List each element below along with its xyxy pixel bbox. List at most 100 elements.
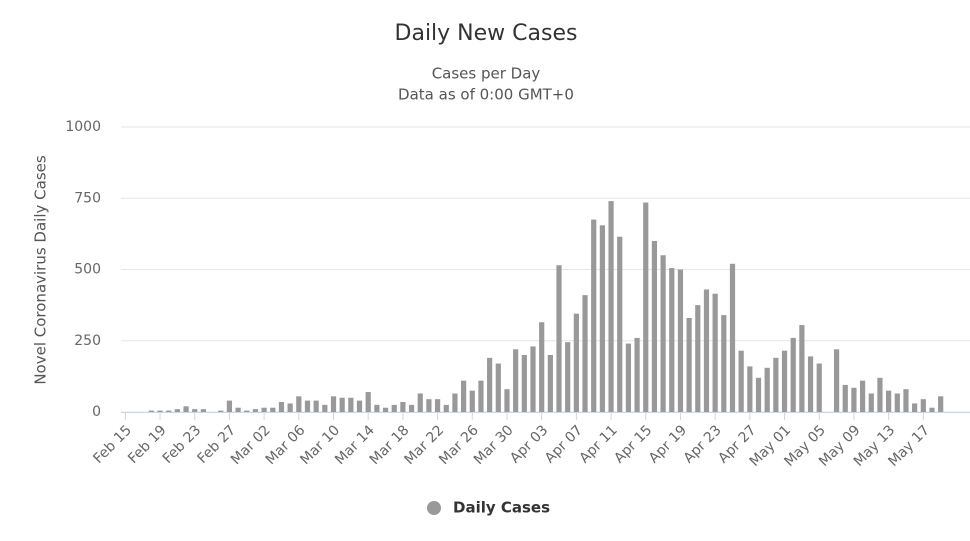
bar [790,337,796,412]
bar [729,263,736,412]
x-tick-label: Apr 19 [646,422,690,466]
bar [599,225,605,412]
bar [504,389,510,412]
bar [938,396,944,412]
bar [426,399,432,412]
bar [348,397,354,412]
bar [773,357,779,412]
bar [148,410,154,412]
bar [912,403,918,412]
bar [192,409,198,412]
bar [478,380,484,412]
bar [235,407,241,412]
x-tick-label: Apr 23 [681,422,725,466]
bar [920,399,926,412]
bar [487,357,493,412]
bar [278,402,285,412]
bar [547,355,553,412]
bar [330,396,337,412]
bar [200,409,207,412]
bar [851,387,857,412]
legend-marker [427,501,441,515]
x-tick-label: Feb 23 [160,422,205,467]
bar [374,404,380,412]
y-axis-label: Novel Coronavirus Daily Cases [32,155,50,385]
bar [634,337,640,412]
bar [573,313,579,412]
bar [764,367,770,412]
bar [469,390,475,412]
x-tick-label: Feb 19 [125,422,170,467]
bar [530,346,536,412]
bar [157,410,163,412]
bar [313,400,319,412]
bar [556,265,562,412]
bar [651,241,658,412]
bar [712,293,718,412]
bar [434,399,441,412]
y-tick-label: 500 [74,262,101,278]
x-tick-label: Mar 30 [471,422,517,468]
bar [417,393,423,412]
bar [582,295,588,412]
x-tick-label: Apr 11 [577,422,621,466]
bar [738,350,744,412]
bar [539,322,545,412]
y-tick-label: 0 [92,404,101,420]
bar [816,363,822,412]
bar [218,410,224,412]
bar [591,219,597,412]
bar [747,366,753,412]
bar [660,255,666,412]
bar [296,396,302,412]
bar [842,384,848,412]
bar [799,325,805,412]
x-tick-label: Apr 03 [507,422,551,466]
bar [226,400,233,412]
x-tick-label: Apr 07 [542,422,586,466]
bar [495,363,501,412]
bar [521,355,527,412]
bar [382,407,389,412]
bar [868,393,874,412]
bar [903,389,909,412]
bar [252,409,259,412]
bar [365,392,371,412]
bar [408,404,415,412]
bar [322,404,328,412]
bar [617,236,623,412]
bar [859,380,866,412]
bar [686,317,692,412]
chart-subtitle: Data as of 0:00 GMT+0 [398,86,574,104]
legend-label: Daily Cases [453,499,550,517]
bar [339,397,345,412]
bar [886,390,892,412]
bar [356,400,363,412]
y-tick-label: 250 [74,333,101,349]
chart-title: Daily New Cases [395,21,578,46]
bar [244,410,250,412]
bar [695,305,701,412]
bar [452,393,458,412]
bar [833,349,840,412]
x-tick-label: Feb 15 [90,422,135,467]
bar [166,410,172,412]
bar [183,406,189,412]
bar [894,393,900,412]
bar [669,268,675,412]
x-tick-label: Apr 15 [611,422,655,466]
bar [565,342,571,412]
y-tick-label: 750 [74,190,101,206]
bar [755,377,762,412]
bar [304,400,311,412]
bar [461,380,467,412]
bar [287,403,293,412]
bar [877,377,883,412]
y-tick-label: 1000 [65,119,101,135]
bar [677,269,684,412]
bar [929,407,935,412]
bar [391,404,397,412]
bar [513,349,519,412]
bar [721,315,727,412]
bar [400,402,406,412]
